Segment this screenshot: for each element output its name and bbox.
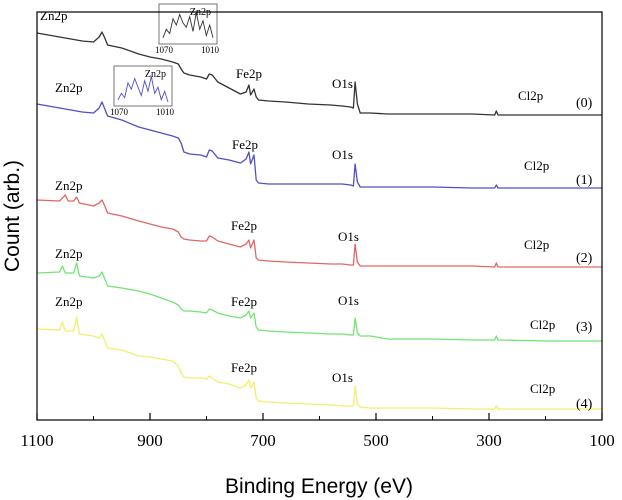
inset-box <box>113 65 173 107</box>
peak-label: Zn2p <box>55 246 82 261</box>
peak-label: O1s <box>332 370 353 385</box>
peak-label: Fe2p <box>231 360 257 375</box>
x-tick-label: 500 <box>363 431 389 450</box>
x-axis-label: Binding Energy (eV) <box>225 475 413 498</box>
inset-label: Zn2p <box>145 69 166 80</box>
series-labels-group: (0) (1) (2) (3) (4) <box>576 96 593 412</box>
inset-x-right: 1010 <box>201 45 220 55</box>
x-ticks-group: 1100 900 700 500 300 100 <box>20 413 615 450</box>
peak-label: O1s <box>338 293 359 308</box>
peak-label: Cl2p <box>524 158 549 173</box>
y-axis-label: Count (arb.) <box>1 160 24 272</box>
inset-spectrum <box>117 76 169 103</box>
x-tick-label: 700 <box>250 431 276 450</box>
series-label: (3) <box>576 320 593 335</box>
series-label: (4) <box>576 397 593 412</box>
peak-label: O1s <box>338 229 359 244</box>
spectrum-line-0 <box>36 31 602 116</box>
peak-label: Fe2p <box>231 294 257 309</box>
inset-x-left: 1070 <box>110 107 129 117</box>
peak-label: O1s <box>332 147 353 162</box>
peak-label: Cl2p <box>524 237 549 252</box>
series-label: (2) <box>576 251 593 266</box>
peak-label: Zn2p <box>55 80 82 95</box>
x-tick-label: 1100 <box>20 431 53 450</box>
x-tick-label: 100 <box>589 431 615 450</box>
spectrum-line-4 <box>36 316 602 410</box>
x-tick-label: 300 <box>476 431 502 450</box>
peak-labels-group: Zn2p Fe2p O1s Cl2p Zn2p Fe2p O1s Cl2p Zn2p Fe2p O1… <box>40 8 555 396</box>
peak-label: Zn2p <box>55 294 82 309</box>
series-label: (0) <box>576 96 593 111</box>
spectra-group <box>36 31 602 410</box>
peak-label: Fe2p <box>232 137 258 152</box>
inset-x-right: 1010 <box>156 107 175 117</box>
series-label: (1) <box>576 173 593 188</box>
spectrum-line-1 <box>36 101 602 189</box>
peak-label: Zn2p <box>40 8 67 23</box>
inset-x-left: 1070 <box>155 45 174 55</box>
peak-label: Fe2p <box>236 66 262 81</box>
peak-label: Cl2p <box>530 381 555 396</box>
inset-spectrum <box>162 12 214 38</box>
peak-label: Fe2p <box>231 218 257 233</box>
spectrum-line-2 <box>36 194 602 268</box>
spectrum-line-3 <box>36 262 602 342</box>
x-tick-label: 900 <box>137 431 163 450</box>
inset-box <box>158 3 218 45</box>
peak-label: O1s <box>332 76 353 91</box>
peak-label: Zn2p <box>55 178 82 193</box>
peak-label: Cl2p <box>530 317 555 332</box>
peak-label: Cl2p <box>518 88 543 103</box>
